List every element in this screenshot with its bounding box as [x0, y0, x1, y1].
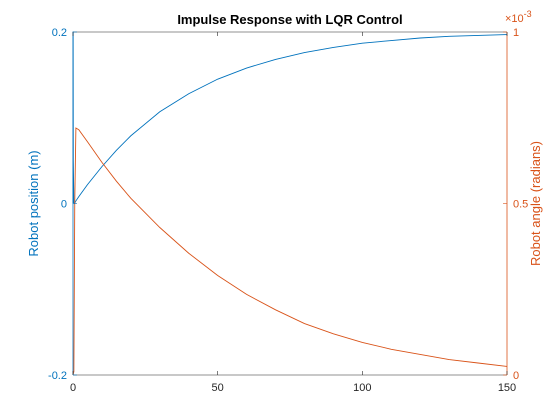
x-tick-label: 50: [212, 382, 224, 394]
plot-area: [73, 32, 507, 375]
left-axis-label: Robot position (m): [26, 150, 41, 256]
left-tick-label: 0.2: [52, 27, 67, 39]
right-tick-label: 0: [513, 370, 519, 382]
right-tick-label: 0.5: [513, 199, 528, 211]
left-tick-label: 0: [61, 199, 67, 211]
chart-title: Impulse Response with LQR Control: [177, 12, 402, 27]
exponent-power: -3: [524, 9, 532, 19]
right-axis-exponent: ×10-3: [505, 9, 532, 25]
right-axis-label: Robot angle (radians): [528, 141, 543, 266]
x-tick-label: 150: [498, 382, 516, 394]
x-tick-label: 100: [353, 382, 371, 394]
x-tick-label: 0: [70, 382, 76, 394]
exponent-base: ×10: [505, 13, 524, 25]
left-tick-label: -0.2: [48, 370, 67, 382]
right-tick-label: 1: [513, 27, 519, 39]
